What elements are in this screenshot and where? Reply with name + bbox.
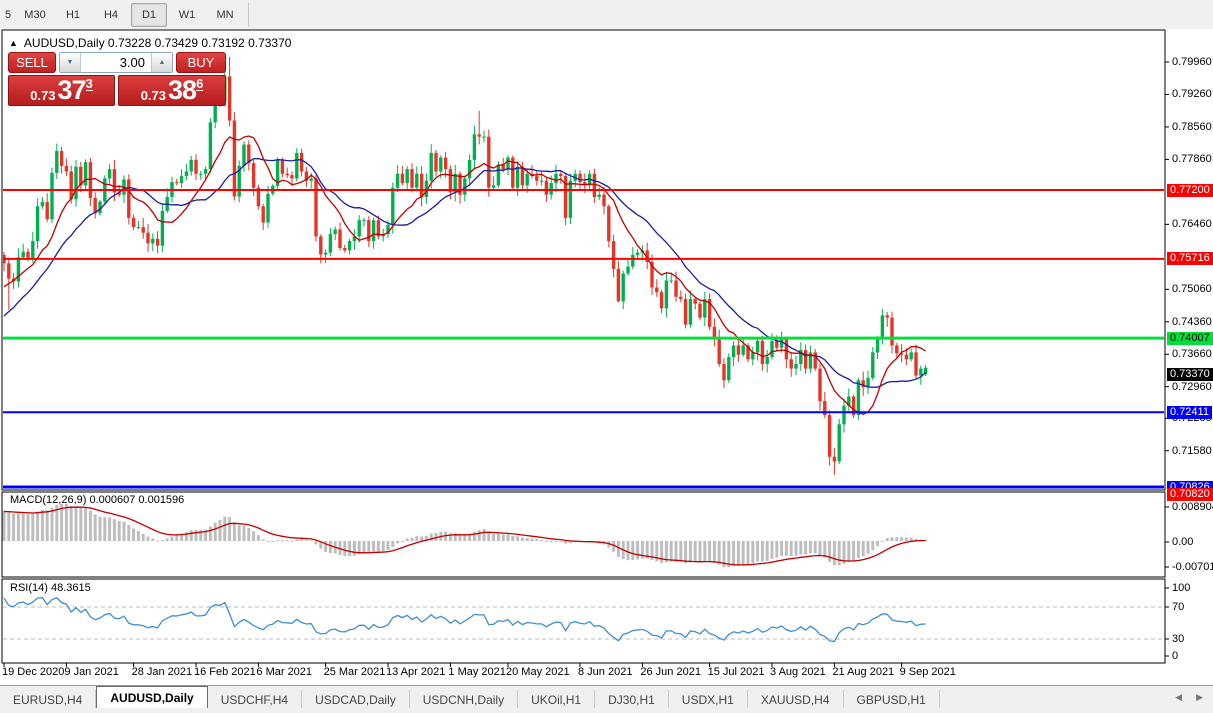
price-chart[interactable] (0, 29, 1213, 685)
timeframe-button-H4[interactable]: H4 (103, 8, 119, 21)
chart-tab-USDCAD-Daily[interactable]: USDCAD,Daily (302, 690, 410, 709)
tab-scroll-right-icon[interactable]: ▶ (1196, 692, 1203, 702)
buy-main-digits: 38 (168, 75, 197, 105)
volume-spinner: ▼ 3.00 ▲ (59, 52, 173, 73)
macd-axis-0.00: 0.00 (1172, 536, 1194, 548)
date-label-28-Jan-2021: 28 Jan 2021 (131, 666, 193, 678)
level-label-0.72411: 0.72411 (1167, 405, 1212, 419)
sell-pip-digit: 3 (85, 76, 93, 91)
macd-axis-0.008904: 0.008904 (1172, 501, 1213, 513)
level-label-0.75716: 0.75716 (1167, 252, 1213, 266)
price-tick-0.73660: 0.73660 (1172, 348, 1212, 361)
collapse-arrow-icon[interactable]: ▲ (9, 38, 18, 48)
sell-button[interactable]: SELL (8, 52, 56, 73)
date-label-9-Jan-2021: 9 Jan 2021 (64, 666, 119, 678)
rsi-axis-0: 0 (1172, 650, 1179, 662)
date-label-26-Jun-2021: 26 Jun 2021 (640, 666, 701, 678)
price-tick-0.74360: 0.74360 (1172, 315, 1212, 328)
tab-scroll-left-icon[interactable]: ◀ (1175, 692, 1183, 702)
chart-tab-EURUSD-H4[interactable]: EURUSD,H4 (0, 690, 97, 709)
buy-big-figure: 0.73 (140, 88, 167, 103)
sell-main-digits: 37 (57, 75, 87, 105)
rsi-axis-70: 70 (1172, 601, 1185, 613)
date-label-16-Feb-2021: 16 Feb 2021 (194, 666, 256, 678)
chart-tab-XAUUSD-H4[interactable]: XAUUSD,H4 (748, 690, 844, 709)
date-label-9-Sep-2021: 9 Sep 2021 (899, 666, 956, 678)
chart-tab-AUDUSD-Daily[interactable]: AUDUSD,Daily (96, 686, 208, 709)
price-tick-0.71580: 0.71580 (1172, 444, 1212, 457)
price-tick-0.78560: 0.78560 (1172, 120, 1212, 133)
chart-tab-USDX-H1[interactable]: USDX,H1 (669, 690, 748, 709)
chart-workspace: ▲ AUDUSD,Daily 0.73228 0.73429 0.73192 0… (0, 29, 1213, 685)
price-tick-0.79260: 0.79260 (1172, 88, 1212, 101)
price-tick-0.72960: 0.72960 (1172, 380, 1212, 393)
date-label-20-May-2021: 20 May 2021 (506, 666, 570, 678)
timeframe-button-5[interactable]: 5 (4, 8, 12, 21)
trade-panel-quotes: 0.73 37 3 0.73 38 6 (8, 75, 226, 106)
macd-indicator-label: MACD(12,26,9) 0.000607 0.001596 (10, 494, 185, 506)
one-click-trading-panel: SELL ▼ 3.00 ▲ BUY 0.73 37 3 0.73 (8, 52, 226, 106)
chart-tab-bar: EURUSD,H4 AUDUSD,Daily USDCHF,H4 USDCAD,Dai… (0, 685, 1213, 709)
volume-decrease-icon[interactable]: ▼ (60, 53, 81, 72)
timeframe-button-MN[interactable]: MN (216, 8, 234, 21)
chart-header: ▲ AUDUSD,Daily 0.73228 0.73429 0.73192 0… (9, 36, 291, 50)
date-label-25-Mar-2021: 25 Mar 2021 (323, 666, 386, 678)
date-label-21-Aug-2021: 21 Aug 2021 (832, 666, 895, 678)
date-label-1-May-2021: 1 May 2021 (448, 666, 506, 678)
rsi-axis-30: 30 (1172, 633, 1185, 645)
chart-title-ohlc: AUDUSD,Daily 0.73228 0.73429 0.73192 0.7… (23, 36, 292, 50)
sell-quote-button[interactable]: 0.73 37 3 (8, 75, 115, 106)
date-label-3-Aug-2021: 3 Aug 2021 (770, 666, 826, 678)
sell-big-figure: 0.73 (30, 88, 56, 103)
price-tick-0.75060: 0.75060 (1172, 283, 1212, 296)
toolbar-separator (248, 2, 249, 27)
macd-axis--0.007013: -0.007013 (1172, 561, 1213, 573)
buy-quote-button[interactable]: 0.73 38 6 (118, 75, 226, 106)
status-bar (0, 708, 1213, 713)
rsi-indicator-label: RSI(14) 48.3615 (10, 582, 91, 594)
level-label-0.70820: 0.70820 (1167, 488, 1213, 501)
date-label-13-Apr-2021: 13 Apr 2021 (386, 666, 446, 678)
level-label-0.77200: 0.77200 (1167, 183, 1213, 197)
chart-tab-UKOil-H1[interactable]: UKOil,H1 (518, 690, 596, 709)
chart-tab-DJ30-H1[interactable]: DJ30,H1 (595, 690, 669, 709)
current-price-label: 0.73370 (1167, 367, 1213, 381)
timeframe-toolbar: 5 M30 H1 H4 D1 W1 MN (0, 0, 1213, 30)
price-tick-0.77860: 0.77860 (1172, 153, 1212, 166)
price-tick-0.76460: 0.76460 (1172, 218, 1212, 231)
price-tick-0.79960: 0.79960 (1172, 56, 1212, 68)
chart-tab-GBPUSD-H1[interactable]: GBPUSD,H1 (844, 690, 940, 709)
timeframe-button-W1[interactable]: W1 (178, 8, 196, 21)
buy-pip-digit: 6 (196, 76, 204, 91)
date-label-6-Mar-2021: 6 Mar 2021 (256, 666, 313, 678)
trade-panel-row: SELL ▼ 3.00 ▲ BUY (8, 52, 226, 73)
volume-field[interactable]: 3.00 (119, 55, 145, 70)
date-label-8-Jun-2021: 8 Jun 2021 (578, 666, 633, 678)
chart-tab-USDCHF-H4[interactable]: USDCHF,H4 (208, 690, 303, 709)
date-label-19-Dec-2020: 19 Dec 2020 (2, 666, 65, 678)
level-label-0.74007: 0.74007 (1167, 331, 1213, 345)
rsi-axis-100: 100 (1172, 582, 1191, 594)
volume-increase-icon[interactable]: ▲ (151, 53, 172, 72)
timeframe-button-M30[interactable]: M30 (24, 8, 46, 21)
buy-button[interactable]: BUY (176, 52, 226, 73)
chart-tab-USDCNH-Daily[interactable]: USDCNH,Daily (410, 690, 519, 709)
date-label-15-Jul-2021: 15 Jul 2021 (707, 666, 765, 678)
timeframe-button-D1[interactable]: D1 (131, 2, 167, 27)
timeframe-button-H1[interactable]: H1 (65, 8, 81, 21)
